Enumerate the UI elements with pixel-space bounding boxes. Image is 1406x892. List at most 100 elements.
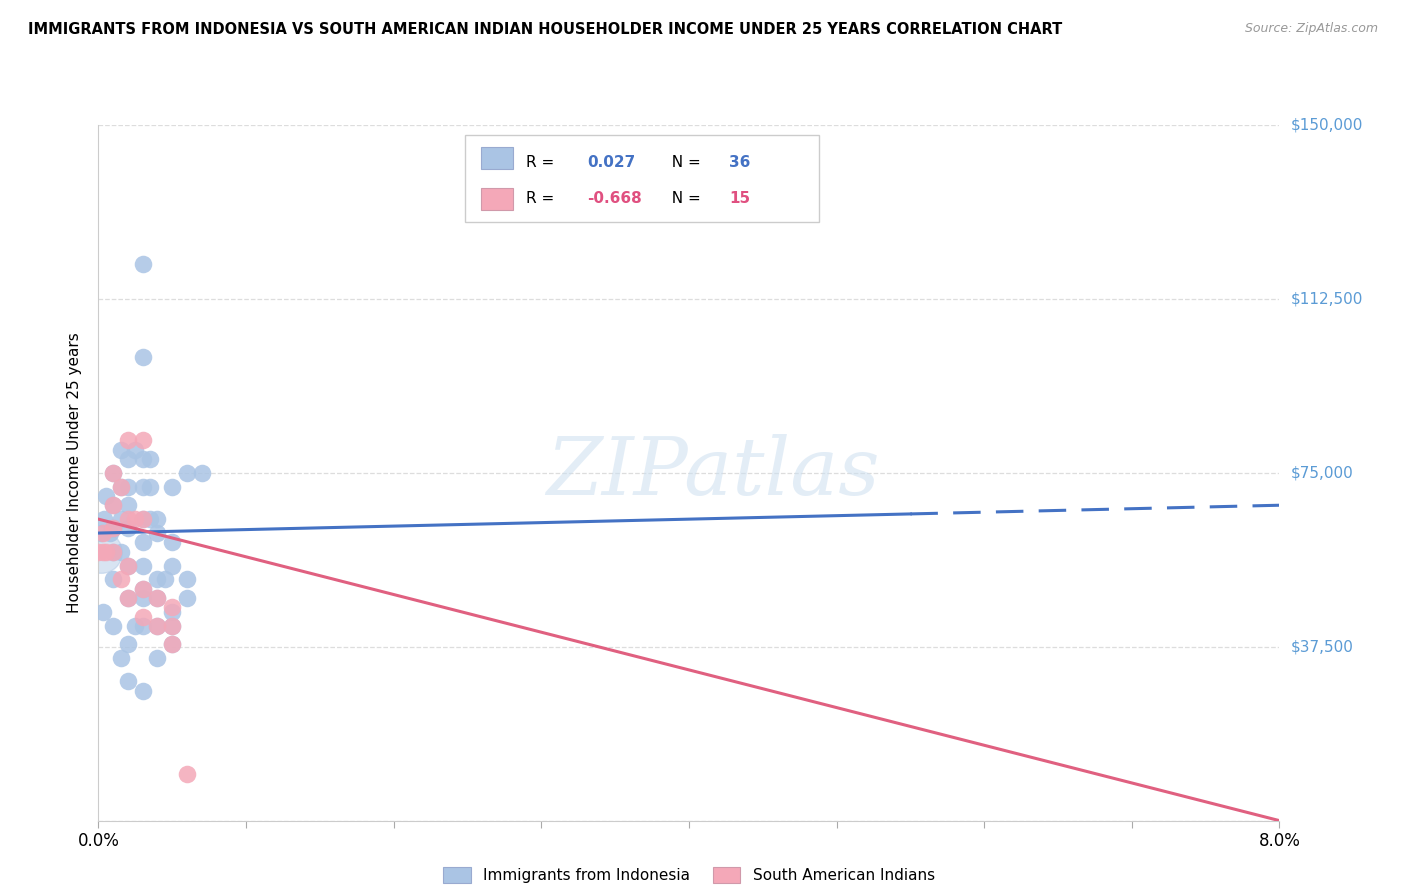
Point: [191, 466, 214, 480]
Point: [132, 609, 155, 624]
Point: [93, 512, 115, 526]
Point: [117, 558, 139, 573]
Point: [132, 591, 155, 605]
Point: [132, 535, 155, 549]
Point: [132, 257, 155, 271]
Point: [98, 526, 121, 541]
Point: [132, 512, 155, 526]
Text: $37,500: $37,500: [1291, 640, 1354, 654]
Point: [162, 637, 183, 651]
Point: [94, 489, 117, 503]
Point: [91, 544, 114, 558]
Point: [146, 591, 169, 605]
Point: [146, 591, 169, 605]
Point: [176, 466, 198, 480]
Point: [103, 466, 124, 480]
Text: ZIPatlas: ZIPatlas: [546, 434, 879, 511]
Point: [132, 582, 155, 596]
Point: [124, 619, 146, 633]
Point: [103, 521, 124, 535]
Point: [103, 498, 124, 512]
Legend: Immigrants from Indonesia, South American Indians: Immigrants from Indonesia, South America…: [437, 862, 941, 889]
Point: [110, 573, 132, 587]
Point: [146, 526, 169, 541]
Point: [146, 619, 169, 633]
Point: [117, 434, 139, 448]
Point: [87, 544, 110, 558]
Point: [162, 535, 183, 549]
Point: [117, 451, 139, 466]
Point: [124, 512, 146, 526]
Point: [146, 573, 169, 587]
Point: [103, 466, 124, 480]
Text: $150,000: $150,000: [1291, 118, 1362, 132]
Point: [110, 480, 132, 494]
Point: [117, 637, 139, 651]
Point: [132, 434, 155, 448]
Point: [110, 512, 132, 526]
Point: [139, 512, 162, 526]
Text: R =: R =: [526, 155, 560, 169]
Text: N =: N =: [662, 155, 706, 169]
Point: [132, 582, 155, 596]
Text: $75,000: $75,000: [1291, 466, 1354, 480]
Text: -0.668: -0.668: [588, 191, 643, 206]
Point: [132, 558, 155, 573]
FancyBboxPatch shape: [481, 147, 513, 169]
Point: [162, 619, 183, 633]
Point: [90, 544, 112, 558]
Point: [117, 480, 139, 494]
Point: [117, 521, 139, 535]
Point: [162, 637, 183, 651]
Point: [110, 442, 132, 457]
FancyBboxPatch shape: [464, 136, 818, 222]
Point: [132, 480, 155, 494]
Point: [139, 451, 162, 466]
Point: [91, 605, 114, 619]
Point: [124, 442, 146, 457]
Text: R =: R =: [526, 191, 560, 206]
Point: [91, 526, 114, 541]
Point: [132, 350, 155, 364]
Point: [146, 619, 169, 633]
Y-axis label: Householder Income Under 25 years: Householder Income Under 25 years: [67, 333, 83, 613]
Text: 36: 36: [730, 155, 751, 169]
Text: 0.027: 0.027: [588, 155, 636, 169]
Point: [139, 480, 162, 494]
Point: [117, 558, 139, 573]
Point: [176, 767, 198, 781]
Point: [146, 512, 169, 526]
Point: [110, 544, 132, 558]
Point: [117, 674, 139, 689]
Point: [103, 544, 124, 558]
Point: [162, 600, 183, 615]
Point: [103, 498, 124, 512]
Point: [132, 619, 155, 633]
Point: [132, 512, 155, 526]
Text: $112,500: $112,500: [1291, 292, 1362, 306]
Point: [132, 683, 155, 698]
Point: [162, 558, 183, 573]
Point: [117, 591, 139, 605]
Point: [132, 451, 155, 466]
Point: [117, 591, 139, 605]
Point: [103, 619, 124, 633]
Point: [103, 521, 124, 535]
Point: [110, 480, 132, 494]
Point: [162, 480, 183, 494]
Point: [162, 605, 183, 619]
Point: [110, 651, 132, 665]
Text: IMMIGRANTS FROM INDONESIA VS SOUTH AMERICAN INDIAN HOUSEHOLDER INCOME UNDER 25 Y: IMMIGRANTS FROM INDONESIA VS SOUTH AMERI…: [28, 22, 1063, 37]
Point: [117, 512, 139, 526]
Point: [94, 544, 117, 558]
Point: [176, 573, 198, 587]
Point: [153, 573, 176, 587]
Point: [162, 619, 183, 633]
Text: Source: ZipAtlas.com: Source: ZipAtlas.com: [1244, 22, 1378, 36]
Point: [146, 651, 169, 665]
Text: N =: N =: [662, 191, 706, 206]
Point: [117, 498, 139, 512]
FancyBboxPatch shape: [481, 187, 513, 210]
Point: [176, 591, 198, 605]
Point: [103, 544, 124, 558]
